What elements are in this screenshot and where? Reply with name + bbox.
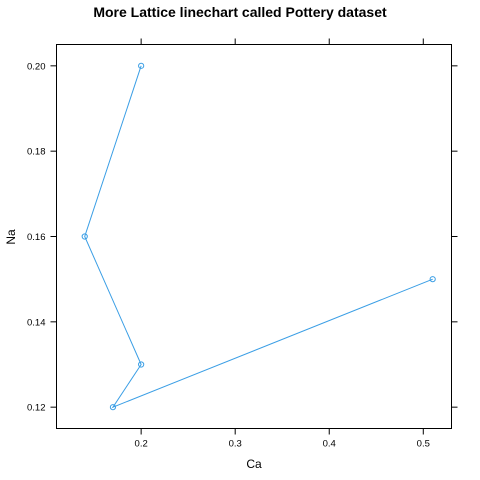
y-tick-label: 0.18 (27, 147, 46, 158)
series-line (84, 65, 433, 409)
y-axis-label: Na (4, 229, 18, 245)
x-tick-label: 0.3 (229, 439, 242, 450)
x-tick-label: 0.5 (417, 439, 430, 450)
y-tick-label: 0.16 (27, 232, 46, 243)
y-tick-label: 0.20 (27, 61, 46, 72)
x-tick-label: 0.4 (323, 439, 336, 450)
data-point (429, 276, 436, 283)
x-axis-label: Ca (246, 457, 262, 471)
data-point (109, 404, 117, 411)
x-axis: 0.2 0.3 0.4 0.5 (135, 38, 430, 450)
x-tick-label: 0.2 (135, 439, 148, 450)
chart-title: More Lattice linechart called Pottery da… (93, 4, 387, 20)
y-tick-label: 0.12 (27, 403, 46, 414)
data-point (138, 361, 145, 368)
y-axis: 0.12 0.14 0.16 0.18 0.20 (27, 61, 458, 414)
plot-frame (56, 44, 452, 429)
y-tick-label: 0.14 (27, 317, 46, 328)
data-point (81, 233, 88, 240)
data-point (138, 62, 145, 69)
series-layer (81, 62, 436, 411)
